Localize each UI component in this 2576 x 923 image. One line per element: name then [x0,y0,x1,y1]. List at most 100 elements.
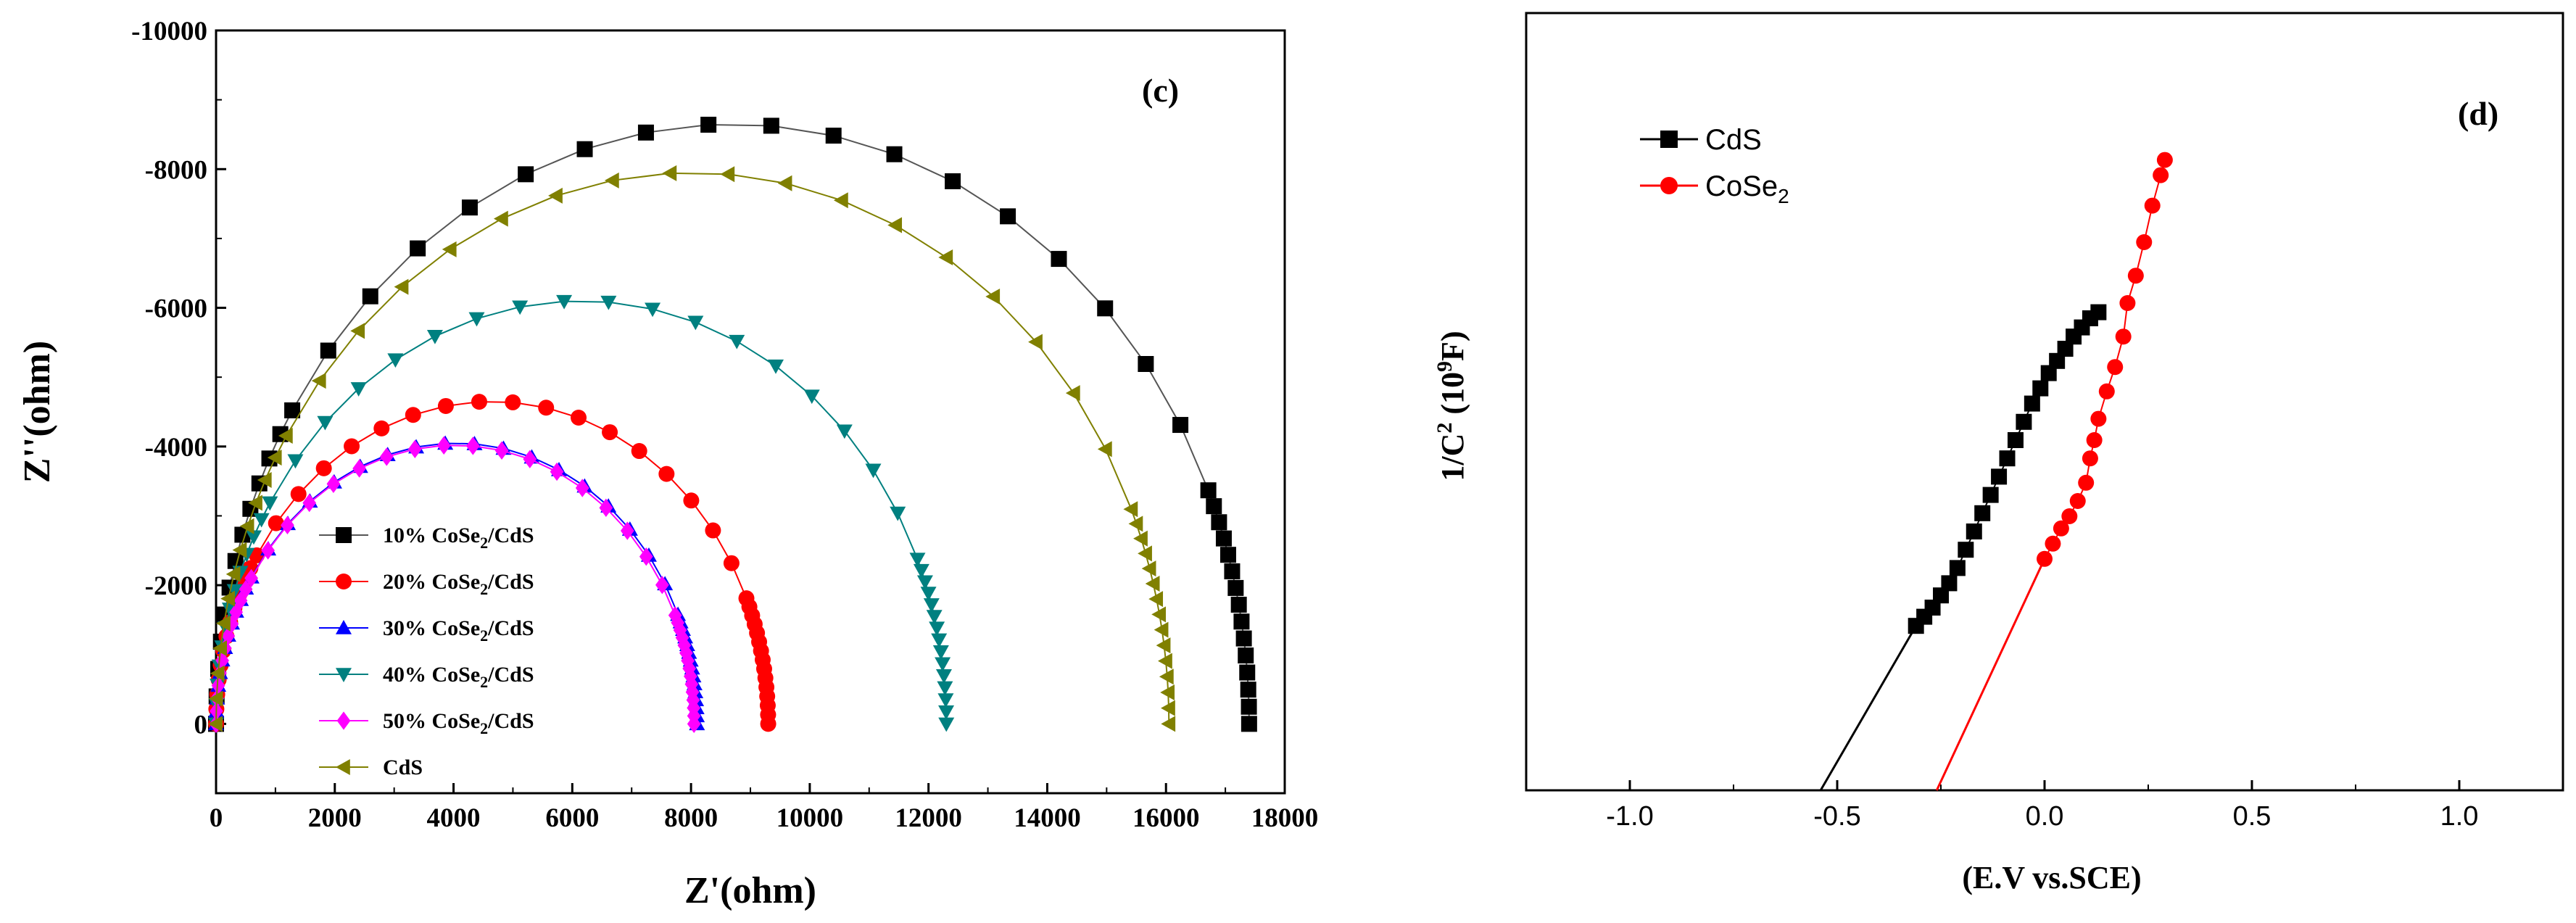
data-point-c [599,498,613,517]
data-point-c [1138,356,1154,373]
data-point-c [253,513,270,528]
legend-label-c: 30% CoSe2/CdS [383,616,534,645]
data-point-d [2119,295,2136,311]
data-point-c [461,199,478,216]
x-axis-title-c: Z'(ohm) [684,870,816,911]
y-tick-labels-c: 0 -2000 -4000 -6000 -8000 -10000 [131,17,207,740]
data-point-c [1065,385,1080,402]
data-point-c [1219,547,1236,563]
x-axis-title-d: (E.V vs.SCE) [1962,860,2141,895]
data-point-c [671,613,685,632]
data-point-c [518,166,534,183]
data-point-d [1949,560,1966,576]
data-point-c [1145,576,1160,592]
data-point-c [1159,669,1174,685]
data-point-c [493,210,508,227]
data-point-d [2078,474,2095,491]
data-point-c [777,175,792,191]
data-point-c [512,300,529,315]
data-point-d [1941,575,1958,592]
data-point-c [929,621,945,637]
data-point-c [938,705,955,720]
data-point-c [1141,560,1156,577]
data-point-d [2098,383,2115,400]
data-point-c [890,506,906,521]
data-point-c [436,436,451,455]
data-point-c [571,410,587,426]
data-point-c [920,587,937,602]
data-point-c [1133,530,1148,547]
data-point-d [2037,550,2053,567]
plot-frame-d [1525,12,2564,792]
data-point-c [208,690,223,707]
x-tick-label-d: 1.0 [2440,801,2479,832]
data-point-d [1933,587,1949,604]
data-point-c [620,521,634,540]
data-point-c [239,518,254,534]
data-point-d [2090,410,2107,427]
x-tick-label-c: 14000 [1014,803,1081,833]
data-point-d [2153,167,2169,183]
data-point-c [410,240,426,257]
data-point-c [913,563,929,579]
data-point-c [1241,716,1257,732]
data-point-d [2057,341,2074,357]
data-point-c [1241,698,1257,715]
legend-d: CdS CoSe2 [1640,124,1789,207]
data-point-c [249,547,265,563]
data-point-c [405,407,421,423]
data-point-d [2090,304,2107,320]
data-point-d [2016,413,2032,430]
data-point-c [937,681,953,696]
data-point-c [216,615,231,632]
data-point-c [350,323,365,339]
data-point-c [865,463,882,479]
data-point-d [2136,234,2153,250]
data-point-c [576,141,593,157]
data-point-c [1239,664,1256,681]
data-point-c [1151,606,1167,623]
data-point-c [602,424,618,441]
y-axis-title-d-part1: 1/C [1435,434,1470,481]
data-point-c [550,462,564,481]
y-tick-label-c: -10000 [131,17,207,46]
data-point-c [320,342,336,359]
x-tick-label-c: 16000 [1132,803,1200,833]
data-point-c [677,636,692,655]
series-c-5 [208,165,1176,732]
data-point-c [426,330,443,344]
data-point-c [465,436,480,455]
data-point-d [2032,380,2049,397]
data-point-c [442,241,457,257]
series-c-0 [208,117,1257,732]
x-tick-label-c: 2000 [308,803,362,833]
series-c-3 [208,294,955,732]
fit-line-d [1819,625,1917,791]
y-axis-title-d-part2: (10 [1435,372,1470,423]
data-point-c [212,640,228,657]
data-point-c [284,402,301,418]
data-point-c [1200,482,1217,499]
data-point-c [523,450,537,468]
data-point-c [655,576,669,595]
data-point-c [836,424,853,439]
data-point-c [1097,441,1112,458]
panel-d: -1.0 -0.5 0.0 0.5 1.0 (d) (E.V vs.SCE) 1/C2 … [1433,12,2564,895]
y-tick-label-c: -2000 [145,571,207,601]
data-point-c [1128,516,1143,532]
data-point-c [1230,597,1247,613]
data-point-c [267,450,282,466]
data-point-c [387,353,404,368]
data-point-c [233,591,248,610]
data-point-d [1958,542,1974,558]
data-point-c [938,717,955,732]
data-point-c [720,166,735,183]
data-point-d [2049,352,2066,369]
data-point-c [700,117,717,133]
series-line-c [215,300,948,724]
axis-ticks-d [1525,780,2564,790]
data-point-c [548,187,563,204]
data-point-c [760,716,776,732]
data-point-c [287,454,304,469]
